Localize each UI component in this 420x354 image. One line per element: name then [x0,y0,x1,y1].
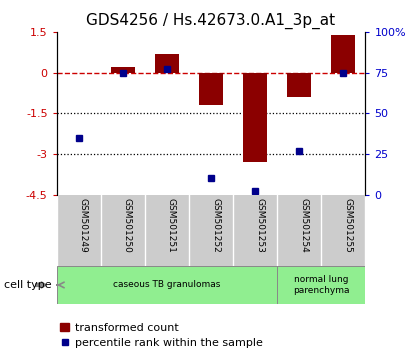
Bar [243,73,267,162]
Text: GSM501250: GSM501250 [123,198,132,253]
Text: GSM501255: GSM501255 [344,198,352,253]
Text: normal lung
parenchyma: normal lung parenchyma [293,275,349,295]
Bar [199,73,223,105]
Text: GSM501251: GSM501251 [167,198,176,253]
Bar [111,67,135,73]
Text: GSM501253: GSM501253 [255,198,264,253]
Text: cell type: cell type [4,280,52,290]
Bar [287,73,311,97]
Bar [57,266,277,304]
Title: GDS4256 / Hs.42673.0.A1_3p_at: GDS4256 / Hs.42673.0.A1_3p_at [87,13,336,29]
Text: GSM501249: GSM501249 [79,198,88,253]
Legend: transformed count, percentile rank within the sample: transformed count, percentile rank withi… [60,322,262,348]
Text: GSM501254: GSM501254 [299,198,308,253]
Bar [277,266,365,304]
Bar [155,53,179,73]
Text: GSM501252: GSM501252 [211,198,220,253]
Bar [331,35,355,73]
Text: caseous TB granulomas: caseous TB granulomas [113,280,220,290]
